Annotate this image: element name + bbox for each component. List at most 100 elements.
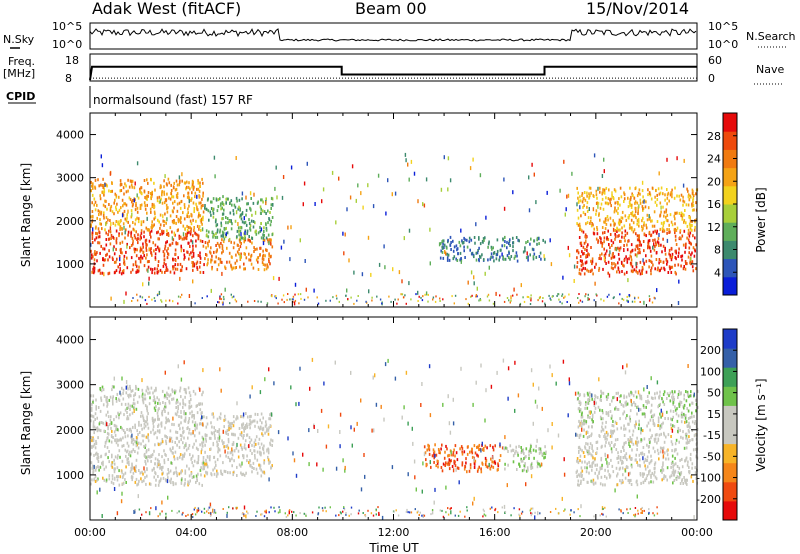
data-cell [203, 438, 205, 441]
noise-cell [533, 383, 534, 387]
data-cell [116, 230, 118, 233]
noise-cell [638, 204, 639, 208]
data-cell [127, 179, 129, 182]
data-cell [666, 228, 668, 231]
noise-cell [236, 443, 237, 447]
noise-cell [201, 450, 202, 454]
data-cell [687, 438, 689, 441]
data-cell [639, 193, 641, 196]
data-cell [504, 463, 506, 466]
data-cell [200, 261, 202, 264]
ground-cell [415, 293, 416, 295]
ground-cell [499, 294, 500, 296]
data-cell [683, 398, 685, 401]
data-cell [119, 449, 121, 452]
data-cell [268, 234, 270, 237]
data-cell [583, 204, 585, 207]
data-cell [648, 206, 650, 209]
data-cell [188, 482, 190, 485]
data-cell [248, 253, 250, 256]
data-cell [197, 261, 199, 264]
data-cell [105, 205, 107, 208]
data-cell [222, 247, 224, 250]
data-cell [589, 416, 591, 419]
noise-cell [307, 162, 308, 166]
data-cell [186, 267, 188, 270]
data-cell [587, 416, 589, 419]
data-cell [110, 419, 112, 422]
data-cell [694, 226, 696, 229]
data-cell [123, 269, 125, 272]
data-cell [215, 232, 217, 235]
data-cell [458, 467, 460, 470]
data-cell [200, 469, 202, 472]
data-cell [685, 244, 687, 247]
data-cell [600, 395, 602, 398]
noise-cell [127, 210, 128, 214]
data-cell [151, 220, 153, 223]
data-cell [196, 477, 198, 480]
noise-cell [192, 430, 193, 434]
data-cell [268, 217, 270, 220]
noise-cell [445, 486, 446, 490]
data-cell [258, 231, 260, 234]
data-cell [650, 250, 652, 253]
data-cell [622, 479, 624, 482]
noise-cell [192, 279, 193, 283]
data-cell [678, 248, 680, 251]
noise-cell [617, 397, 618, 401]
data-cell [124, 478, 126, 481]
data-cell [249, 426, 251, 429]
data-cell [221, 235, 223, 238]
data-cell [442, 240, 444, 243]
noise-cell [529, 208, 530, 212]
data-cell [98, 209, 100, 212]
data-cell [637, 234, 639, 237]
data-cell [188, 181, 190, 184]
data-cell [513, 460, 515, 463]
data-cell [168, 234, 170, 237]
data-cell [688, 430, 690, 433]
data-cell [246, 455, 248, 458]
ground-cell [281, 299, 282, 301]
data-cell [177, 407, 179, 410]
data-cell [162, 390, 164, 393]
data-cell [111, 388, 113, 391]
data-cell [692, 234, 694, 237]
data-cell [685, 221, 687, 224]
data-cell [168, 387, 170, 390]
noise-cell [206, 233, 207, 237]
data-cell [202, 240, 204, 243]
data-cell [142, 257, 144, 260]
data-cell [151, 271, 153, 274]
data-cell [93, 204, 95, 207]
data-cell [217, 229, 219, 232]
data-cell [116, 400, 118, 403]
ground-cell [510, 302, 511, 304]
data-cell [112, 236, 114, 239]
noise-cell [264, 377, 265, 381]
data-cell [249, 459, 251, 462]
data-cell [259, 446, 261, 449]
data-cell [259, 254, 261, 257]
data-cell [135, 271, 137, 274]
noise-cell [221, 272, 222, 276]
data-cell [692, 192, 694, 195]
noise-cell [492, 456, 493, 460]
data-cell [171, 398, 173, 401]
data-cell [660, 202, 662, 205]
ground-cell [356, 300, 357, 302]
noise-cell [261, 227, 262, 231]
data-cell [165, 263, 167, 266]
noise-cell [241, 462, 242, 466]
data-cell [577, 249, 579, 252]
data-cell [199, 423, 201, 426]
data-cell [253, 467, 255, 470]
noise-cell [659, 171, 660, 175]
data-cell [208, 240, 210, 243]
noise-cell [353, 271, 354, 275]
data-cell [178, 415, 180, 418]
data-cell [269, 442, 271, 445]
data-cell [588, 425, 590, 428]
data-cell [123, 429, 125, 432]
